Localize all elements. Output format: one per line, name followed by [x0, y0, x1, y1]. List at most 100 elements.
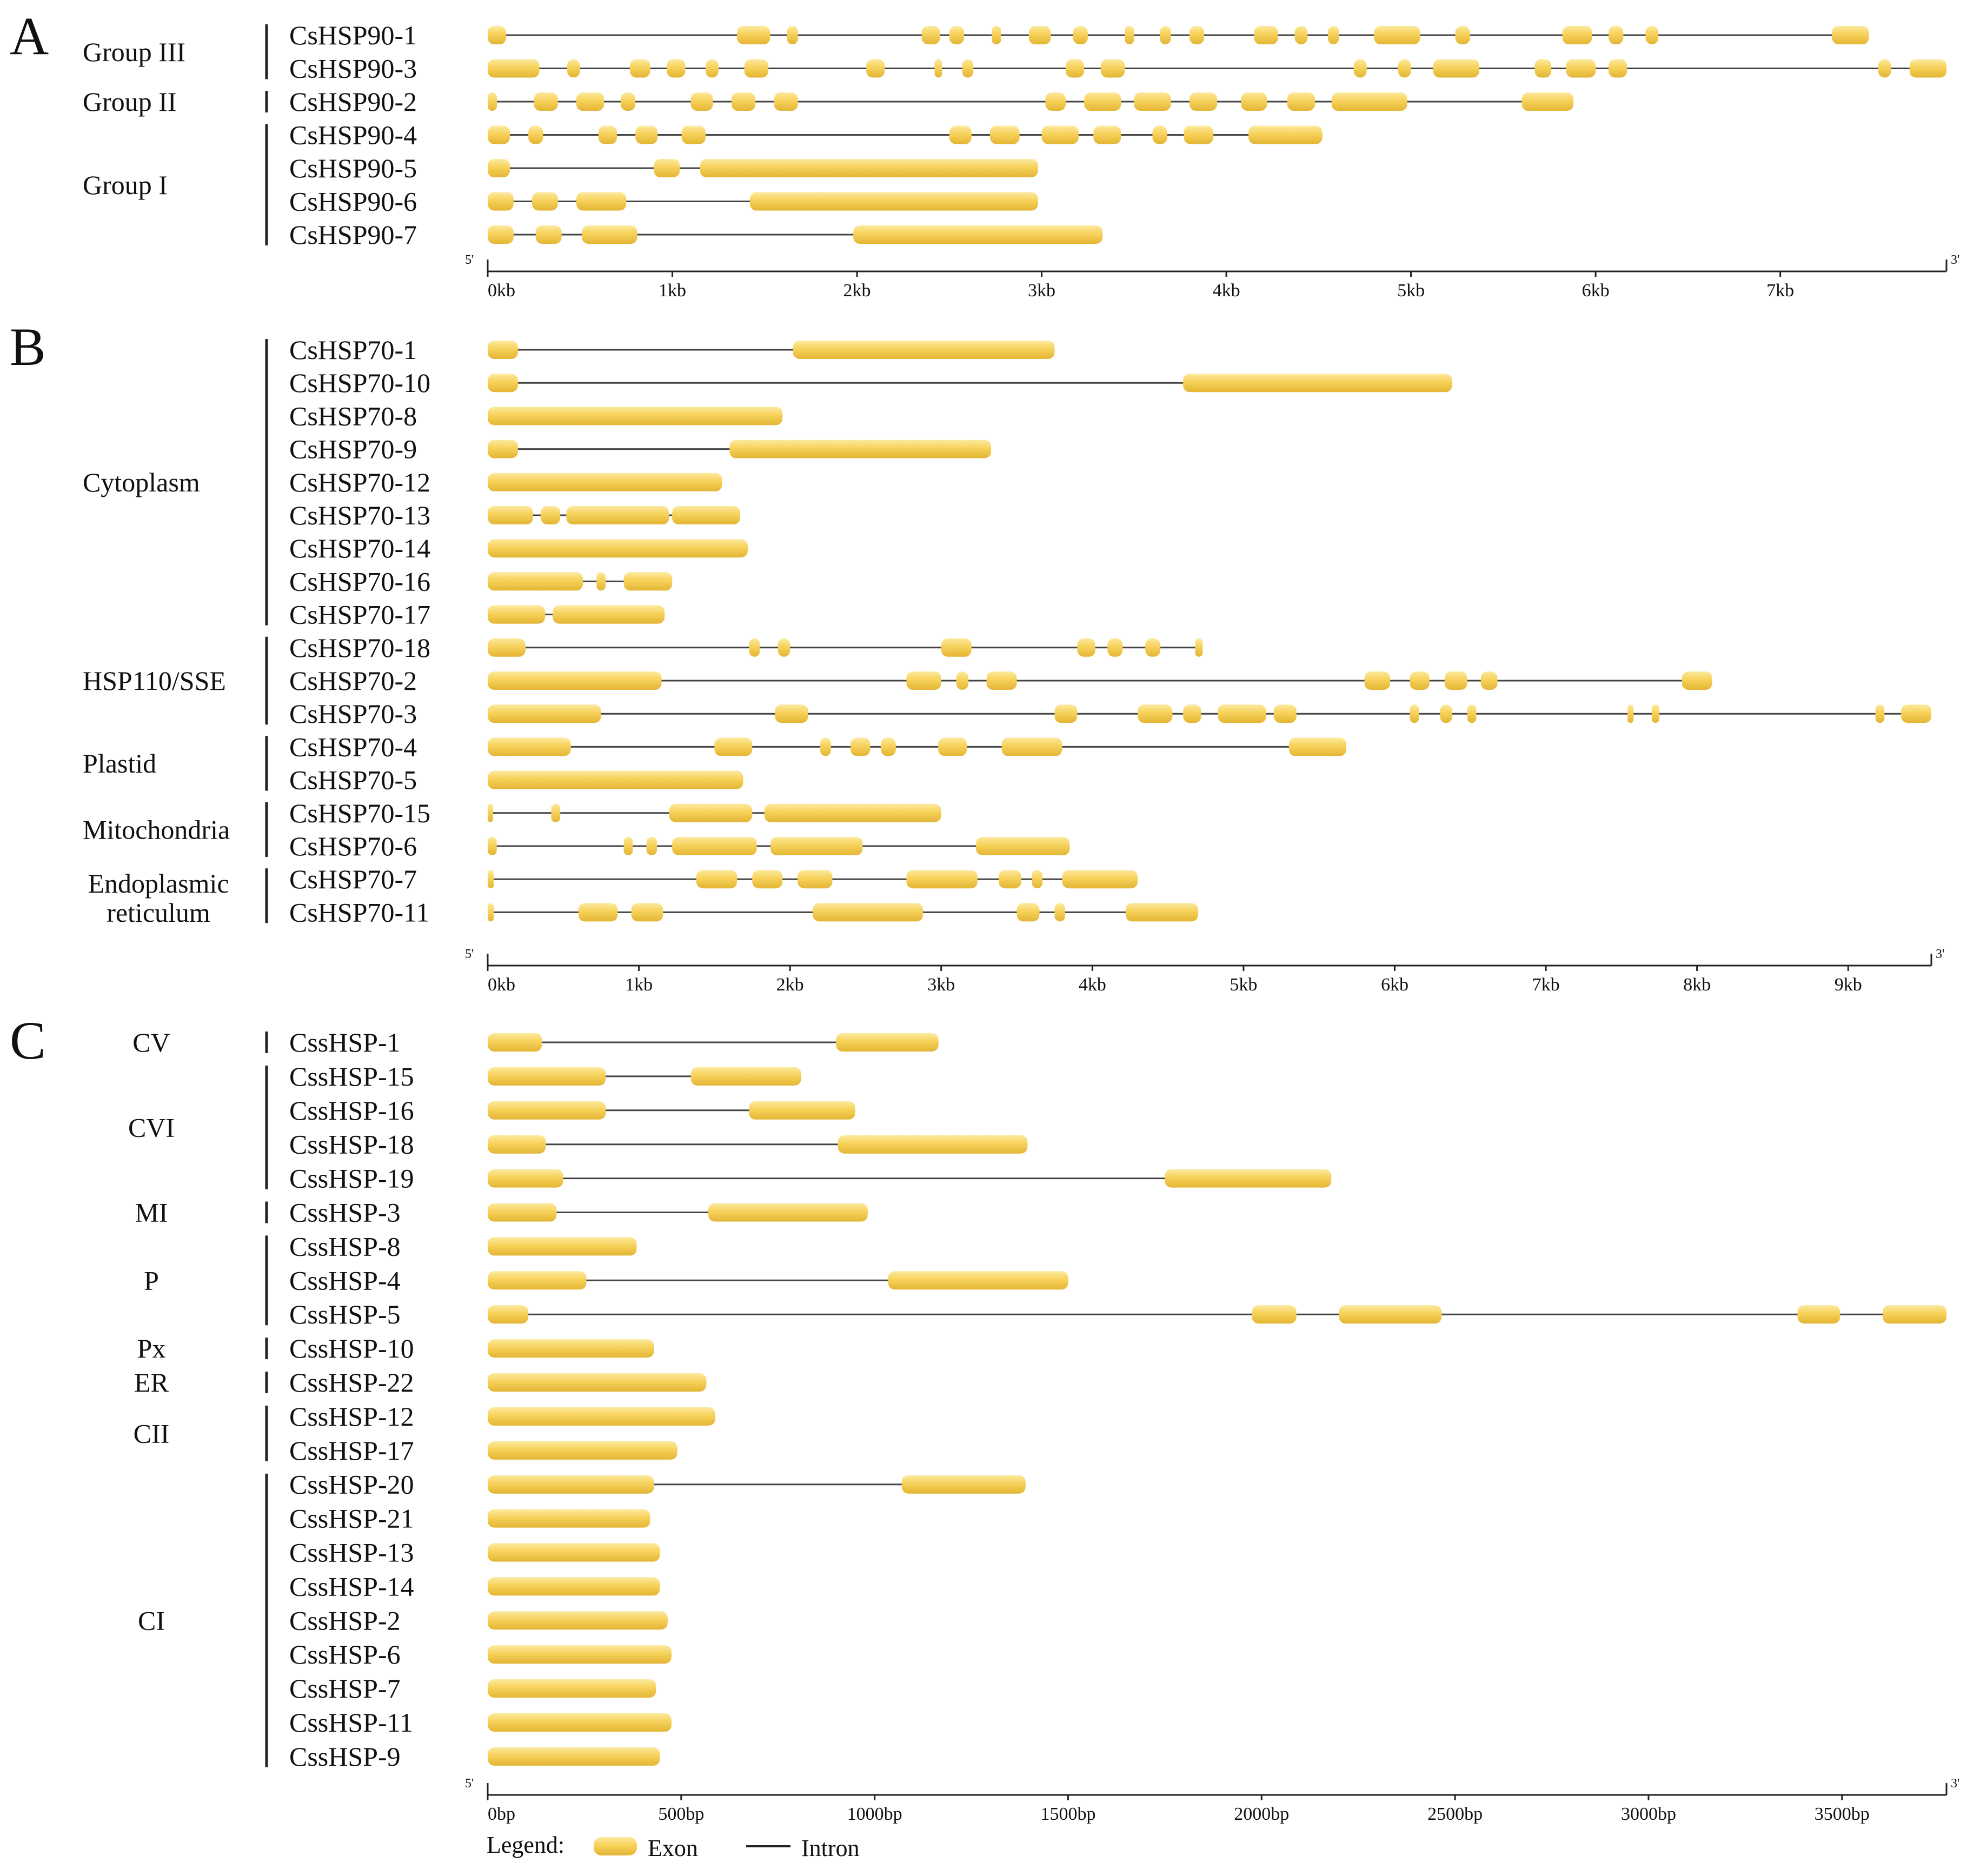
exon: [488, 1271, 587, 1290]
exon: [488, 1101, 606, 1120]
exon: [901, 1475, 1026, 1494]
exon: [488, 1577, 660, 1596]
exon: [631, 903, 663, 922]
exon: [635, 125, 658, 144]
exon: [488, 704, 601, 723]
gene-name: CssHSP-2: [289, 1605, 401, 1635]
gene-row: CsHSP90-6: [289, 187, 1038, 217]
gene-name: CssHSP-9: [289, 1741, 401, 1772]
exon: [770, 837, 863, 855]
legend-title: Legend:: [487, 1832, 564, 1858]
group: CI: [138, 1473, 268, 1767]
exon: [838, 1135, 1028, 1154]
exon: [1077, 638, 1095, 657]
tick-label: 7kb: [1532, 975, 1560, 995]
exon: [880, 737, 896, 756]
tick-label: 4kb: [1079, 975, 1106, 995]
exon: [1016, 903, 1040, 922]
gene-row: CsHSP70-3: [289, 698, 1931, 729]
exon: [654, 159, 680, 177]
gene-row: CssHSP-17: [289, 1435, 677, 1466]
exon: [1327, 26, 1339, 44]
exon: [1138, 704, 1173, 723]
exon: [1455, 26, 1470, 44]
exon: [488, 1407, 715, 1426]
tick-label: 3000bp: [1621, 1804, 1676, 1824]
exon: [986, 671, 1017, 690]
gene-name: CssHSP-10: [289, 1333, 414, 1363]
exon: [793, 341, 1055, 359]
exon: [749, 638, 760, 657]
gene-row: CsHSP70-14: [289, 533, 748, 563]
exon: [488, 1373, 707, 1392]
exon: [700, 159, 1038, 177]
exon: [1287, 92, 1315, 111]
gene-row: CsHSP70-11: [289, 897, 1199, 927]
group: Mitochondria: [83, 802, 268, 857]
group-label: CVI: [128, 1112, 175, 1142]
exon: [488, 1169, 563, 1188]
exon: [646, 837, 657, 855]
exon: [488, 770, 743, 789]
group: MI: [135, 1198, 268, 1228]
exon: [488, 1441, 677, 1460]
exon: [488, 26, 507, 44]
exon: [488, 1747, 660, 1766]
gene-name: CssHSP-8: [289, 1231, 401, 1261]
exon: [488, 1611, 668, 1630]
exon: [690, 92, 713, 111]
tick-label: 1500bp: [1040, 1804, 1095, 1824]
gene-name: CsHSP70-7: [289, 864, 417, 894]
exon: [1189, 92, 1217, 111]
exon: [1032, 870, 1043, 889]
exon: [787, 26, 798, 44]
exon: [578, 903, 618, 922]
exon: [566, 506, 669, 524]
gene-name: CssHSP-5: [289, 1299, 401, 1329]
gene-name: CsHSP90-1: [289, 20, 417, 50]
gene-name: CsHSP90-5: [289, 153, 417, 183]
tick-label: 7kb: [1766, 281, 1794, 301]
exon: [778, 638, 790, 657]
exon: [1084, 92, 1121, 111]
panel-letter: B: [10, 317, 46, 377]
gene-row: CsHSP70-1: [289, 335, 1055, 365]
exon: [1100, 59, 1125, 78]
gene-row: CssHSP-6: [289, 1639, 672, 1669]
exon: [488, 605, 546, 624]
exon: [731, 92, 756, 111]
exon: [1288, 737, 1347, 756]
exon: [488, 1135, 546, 1154]
exon: [1339, 1305, 1442, 1324]
tick-label: 4kb: [1213, 281, 1240, 301]
group-label: Endoplasmic: [88, 868, 229, 899]
exon: [992, 26, 1001, 44]
group: CVI: [128, 1065, 268, 1189]
exon: [749, 192, 1038, 211]
exon: [853, 225, 1103, 244]
exon: [672, 506, 740, 524]
gene-row: CsHSP70-4: [289, 731, 1347, 762]
exon: [488, 125, 510, 144]
exon: [1294, 26, 1308, 44]
group: Px: [137, 1333, 268, 1363]
panel-b: B Cytoplasm HSP110/SSE Plastid Mitochondria E…: [10, 317, 1944, 995]
group-label: Cytoplasm: [83, 467, 200, 497]
gene-name: CssHSP-6: [289, 1639, 401, 1669]
exon: [1145, 638, 1161, 657]
exon: [669, 803, 753, 822]
five-prime-label: 5': [465, 947, 474, 961]
exon: [1001, 737, 1062, 756]
exon: [488, 374, 518, 393]
gene-row: CsHSP70-12: [289, 467, 722, 497]
three-prime-label: 3': [1951, 1777, 1959, 1791]
group: Group I: [83, 124, 268, 245]
exon: [1627, 704, 1634, 723]
gene-row: CsHSP70-6: [289, 831, 1070, 861]
exon: [1651, 704, 1659, 723]
gene-row: CssHSP-12: [289, 1401, 715, 1432]
exon: [620, 92, 636, 111]
exon: [836, 1033, 939, 1052]
exon: [488, 1237, 637, 1256]
